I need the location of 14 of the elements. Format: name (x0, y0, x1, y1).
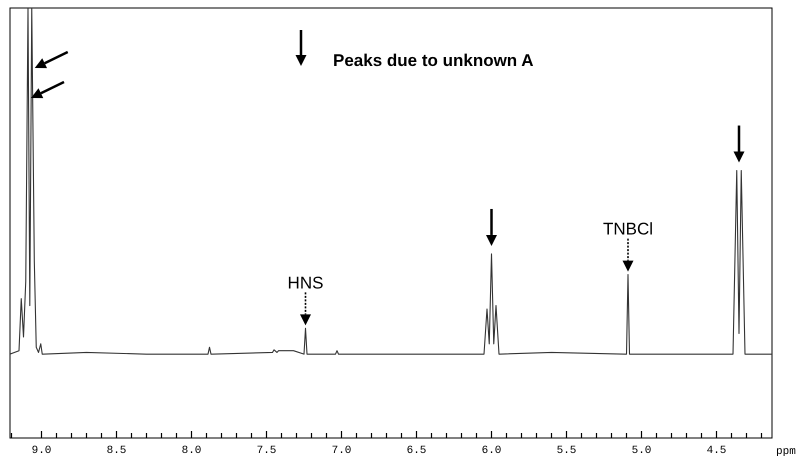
x-tick-label: 7.0 (332, 445, 352, 456)
x-tick-label: 6.5 (406, 445, 426, 456)
x-tick-label: 9.0 (32, 445, 52, 456)
x-tick-label: 6.0 (482, 445, 502, 456)
x-tick-label: 4.5 (706, 445, 726, 456)
annotation: HNS (288, 273, 324, 292)
x-tick-label: 8.5 (106, 445, 126, 456)
x-tick-label: 8.0 (182, 445, 202, 456)
x-tick-label: 7.5 (256, 445, 276, 456)
annotation: TNBCl (602, 220, 654, 239)
annotation: Peaks due to unknown A (333, 51, 534, 70)
x-axis-title: ppm (776, 446, 796, 456)
x-tick-label: 5.0 (632, 445, 652, 456)
x-tick-label: 5.5 (556, 445, 576, 456)
